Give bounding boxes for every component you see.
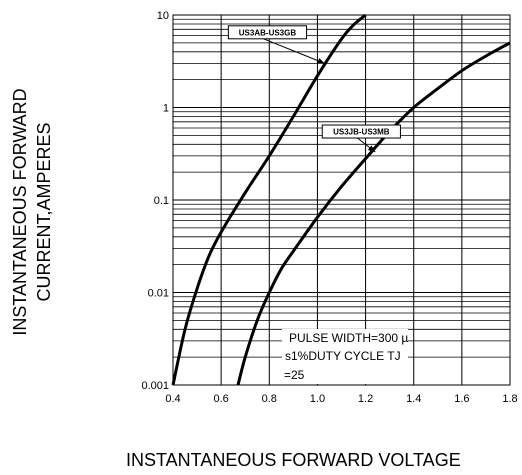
note-line-2: s1%DUTY CYCLE TJ [285, 349, 401, 363]
pulse-width-note: PULSE WIDTH=300 µ s1%DUTY CYCLE TJ =25 [282, 329, 408, 384]
note-box [282, 329, 408, 384]
annotation-layer: US3AB-US3GB US3JB-US3MB [227, 25, 401, 153]
callout-box-1 [227, 25, 308, 40]
y-tick-label: 0.1 [154, 195, 169, 207]
x-tick-label: 0.6 [213, 393, 228, 405]
y-tick-label: 0.001 [141, 380, 169, 392]
x-tick-label: 1.8 [502, 393, 517, 405]
callout-box-2 [321, 124, 401, 139]
series-line-2 [236, 41, 511, 386]
callout-arrowhead-1 [317, 57, 325, 64]
callout-label-2: US3JB-US3MB [333, 128, 390, 137]
y-axis-title-line-2: CURRENT,AMPERES [34, 122, 54, 301]
y-tick-label: 10 [157, 10, 169, 22]
y-tick-label: 0.01 [148, 288, 169, 300]
plot-frame [172, 14, 511, 386]
x-tick-label: 1.6 [454, 393, 469, 405]
x-tick-label: 1.4 [406, 393, 421, 405]
tick-label-layer: 0.4 0.6 0.8 1.0 1.2 1.4 1.6 1.8 0.001 0.01 0.1 1 10 [141, 10, 517, 405]
x-tick-label: 1.0 [310, 393, 325, 405]
note-line-1: PULSE WIDTH=300 µ [289, 331, 408, 345]
x-tick-label: 0.8 [262, 393, 277, 405]
callout-label-1: US3AB-US3GB [239, 28, 297, 37]
series-layer [171, 13, 511, 386]
callout-arrowhead-2 [367, 145, 376, 153]
y-tick-label: 1 [163, 103, 169, 115]
series-line-1 [171, 13, 367, 386]
y-axis-title-line-1: INSTANTANEOUS FORWARD [10, 88, 30, 335]
x-tick-label: 0.4 [165, 393, 180, 405]
x-tick-label: 1.2 [358, 393, 373, 405]
callout-leader-1 [263, 38, 325, 64]
x-axis-title: INSTANTANEOUS FORWARD VOLTAGE [126, 450, 461, 470]
note-line-3: =25 [284, 368, 305, 382]
